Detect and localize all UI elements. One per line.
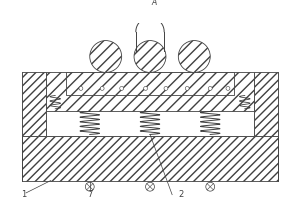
Text: 2: 2 bbox=[178, 190, 184, 199]
Circle shape bbox=[144, 86, 148, 90]
Circle shape bbox=[208, 86, 212, 90]
Circle shape bbox=[100, 86, 104, 90]
Circle shape bbox=[185, 86, 189, 90]
Circle shape bbox=[120, 86, 124, 90]
Bar bbox=[22, 136, 278, 181]
Text: A: A bbox=[152, 0, 157, 7]
Circle shape bbox=[79, 86, 83, 90]
Bar bbox=[22, 72, 46, 136]
Circle shape bbox=[164, 86, 168, 90]
Bar bbox=[66, 72, 234, 95]
Bar bbox=[46, 99, 253, 136]
Circle shape bbox=[146, 182, 154, 191]
Text: 7: 7 bbox=[87, 190, 92, 199]
Bar bbox=[46, 72, 253, 111]
Circle shape bbox=[85, 182, 94, 191]
Circle shape bbox=[90, 41, 122, 72]
Circle shape bbox=[226, 86, 230, 90]
Circle shape bbox=[134, 41, 166, 72]
Circle shape bbox=[206, 182, 215, 191]
Text: 1: 1 bbox=[21, 190, 26, 199]
Circle shape bbox=[178, 41, 210, 72]
Bar bbox=[254, 72, 278, 136]
